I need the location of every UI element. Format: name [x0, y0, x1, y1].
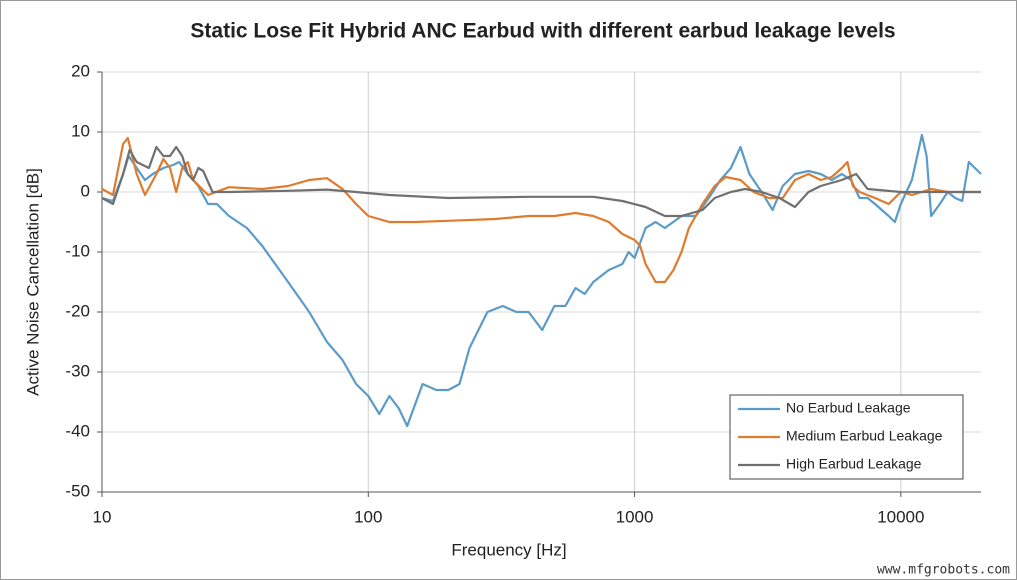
- legend-label: High Earbud Leakage: [786, 456, 922, 472]
- y-tick-label: 0: [81, 181, 90, 200]
- series-line: [101, 133, 982, 428]
- x-axis-label: Frequency [Hz]: [451, 540, 566, 559]
- chart-title: Static Lose Fit Hybrid ANC Earbud with d…: [190, 20, 895, 43]
- y-tick-label: -40: [65, 421, 90, 440]
- y-tick-label: -50: [65, 481, 90, 500]
- series-line: [101, 145, 981, 218]
- legend: No Earbud Leakage Medium Earbud Leakage Hi…: [729, 394, 964, 480]
- y-tick-label: 10: [71, 121, 90, 140]
- x-tick-label: 1000: [616, 507, 654, 526]
- y-tick-label: 20: [71, 61, 90, 80]
- x-tick-label: 100: [354, 507, 382, 526]
- y-tick-label: -20: [65, 301, 90, 320]
- y-tick-label: -30: [65, 361, 90, 380]
- legend-label: No Earbud Leakage: [786, 400, 911, 416]
- series-line: [101, 136, 981, 284]
- x-tick-label: 10000: [877, 507, 924, 526]
- y-axis-label: Active Noise Cancellation [dB]: [23, 168, 42, 396]
- y-tick-label: -10: [65, 241, 90, 260]
- watermark: www.mfgrobots.com: [877, 563, 1010, 578]
- legend-label: Medium Earbud Leakage: [786, 428, 943, 444]
- x-tick-label: 10: [93, 507, 112, 526]
